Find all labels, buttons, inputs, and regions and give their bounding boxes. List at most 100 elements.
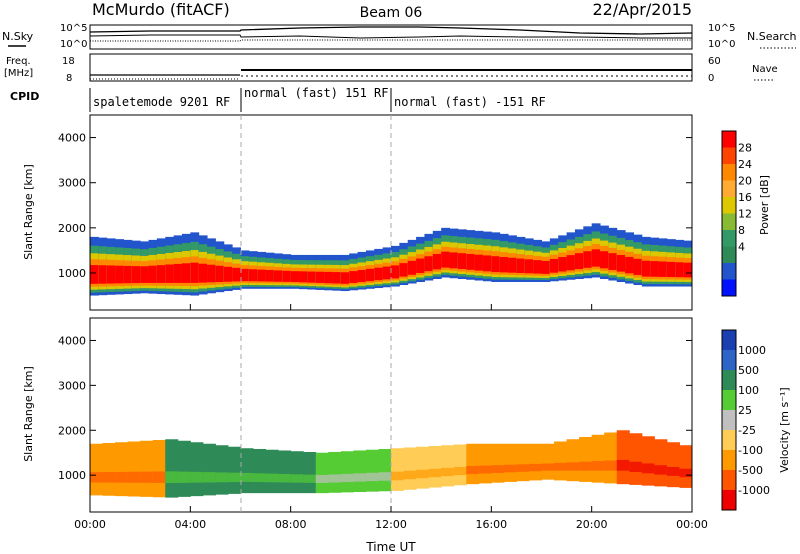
freq-panel: Freq. [MHz] 18 8 Nave 60 0 (4, 53, 778, 84)
velocity-echo-cell (554, 462, 568, 471)
velocity-echo-cell (679, 445, 693, 488)
power-echo-cell (123, 265, 133, 284)
power-colorbar-tick: 12 (738, 208, 752, 221)
velocity-colorbar-swatch (722, 370, 736, 391)
velocity-echo-cell (240, 472, 254, 482)
velocity-echo-cell (428, 468, 442, 478)
power-echo-cell (198, 263, 208, 283)
power-colorbar-swatch (722, 197, 736, 214)
velocity-colorbar-swatch (722, 330, 736, 351)
velocity-echo-cell (604, 432, 618, 484)
power-echo-cell (641, 260, 651, 277)
power-echo-cell (600, 251, 609, 269)
power-echo-cell (449, 252, 459, 269)
xtick-label: 12:00 (375, 518, 407, 531)
power-echo-cell (482, 255, 492, 272)
velocity-echo-cell (378, 448, 392, 492)
freq-tick-low: 8 (66, 73, 72, 84)
power-echo-cell (165, 264, 175, 283)
power-echo-cell (148, 265, 158, 283)
power-echo-cell (391, 265, 400, 279)
velocity-echo-cell (315, 474, 329, 484)
velocity-echo-cell (591, 461, 605, 471)
velocity-echo-cell (240, 448, 254, 494)
velocity-echo-cell (666, 466, 680, 476)
power-echo-cell (307, 271, 317, 283)
power-ylabel: Slant Range [km] (22, 164, 35, 260)
power-colorbar-tick: 16 (738, 191, 752, 204)
nsearch-tick-high: 10^5 (708, 23, 735, 34)
velocity-colorbar-swatch (722, 410, 736, 431)
velocity-echo-cell (227, 446, 241, 494)
power-echo-cell (173, 263, 183, 283)
nsky-tick-high: 10^5 (60, 23, 87, 34)
freq-tick-high: 18 (62, 56, 75, 67)
x-axis-label: Time UT (365, 540, 416, 554)
xtick-label: 00:00 (676, 518, 708, 531)
power-echo-cell (332, 272, 342, 284)
velocity-echo-cell (453, 466, 467, 476)
velocity-echo-cell (115, 442, 129, 497)
velocity-echo-cell (566, 462, 580, 471)
power-echo-cell (140, 266, 150, 283)
velocity-echo-cell (177, 471, 191, 483)
power-echo-cell (156, 265, 166, 283)
velocity-echo-cell (466, 443, 480, 485)
velocity-panel: 1000 2000 3000 4000 00:00 04:00 08:00 12:00 16:… (22, 317, 708, 554)
power-colorbar-tick: 28 (738, 142, 752, 155)
velocity-echo-cell (353, 473, 367, 482)
power-echo-cell (240, 268, 250, 282)
nsky-trace-lower (89, 34, 692, 39)
date-title: 22/Apr/2015 (592, 0, 692, 19)
cpid-label: CPID (10, 90, 39, 103)
velocity-echo-cell (215, 445, 229, 495)
power-echo-cell (357, 269, 367, 283)
velocity-echo-cell (528, 463, 542, 472)
cpid-row: CPID spaletemode 9201 RF normal (fast) 1… (10, 86, 546, 112)
power-echo-cell (583, 251, 593, 268)
velocity-echo-cell (453, 444, 467, 486)
power-echo-cell (591, 249, 601, 267)
velocity-echo-cell (503, 464, 517, 473)
power-echo-cell (616, 255, 626, 272)
power-colorbar-swatch (722, 213, 736, 231)
power-echo-cell (207, 264, 216, 283)
xtick-label: 04:00 (174, 518, 206, 531)
velocity-echo-cell (365, 449, 379, 492)
velocity-echo-cell (215, 472, 229, 483)
velocity-echo-cell (629, 461, 643, 472)
velocity-echo-cell (641, 463, 655, 474)
power-echo-cell (299, 271, 308, 283)
velocity-echo-cell (278, 473, 292, 483)
velocity-echo-cell (265, 449, 279, 494)
velocity-colorbar-tick: 100 (738, 384, 759, 397)
velocity-colorbar-swatch (722, 390, 736, 411)
velocity-echo-cell (303, 451, 317, 494)
velocity-echo-cell (478, 443, 492, 484)
cpid-seg-0: spaletemode 9201 RF (93, 95, 230, 109)
power-echo-cell (474, 254, 484, 271)
power-echo-cell (374, 267, 384, 281)
velocity-colorbar-swatch (722, 490, 736, 511)
velocity-echo-cell (290, 451, 304, 494)
power-ytick-label: 3000 (58, 177, 86, 190)
velocity-echo-cell (165, 439, 179, 498)
power-colorbar: 28 24 20 16 12 8 4 Power [dB] (721, 130, 771, 297)
power-echo-cell (633, 258, 643, 275)
velocity-echo-cell (102, 472, 116, 483)
velocity-colorbar-label: Velocity [m s⁻¹] (778, 387, 791, 472)
nave-tick-low: 0 (708, 73, 714, 84)
power-colorbar-tick: 8 (738, 224, 745, 237)
velocity-echo-cell (441, 467, 455, 477)
velocity-echo-cell (265, 473, 279, 483)
power-echo-cell (215, 265, 225, 283)
power-colorbar-label: Power [dB] (758, 175, 771, 235)
velocity-echo-cell (353, 450, 367, 493)
nsearch-label: N.Search (747, 30, 797, 43)
power-echo-cell (416, 258, 425, 273)
power-echo-cell (441, 251, 451, 268)
velocity-echo-cell (202, 443, 216, 496)
power-echo-cell (541, 260, 551, 274)
cpid-seg-1: normal (fast) 151 RF (244, 86, 389, 100)
power-colorbar-swatch (722, 230, 736, 247)
